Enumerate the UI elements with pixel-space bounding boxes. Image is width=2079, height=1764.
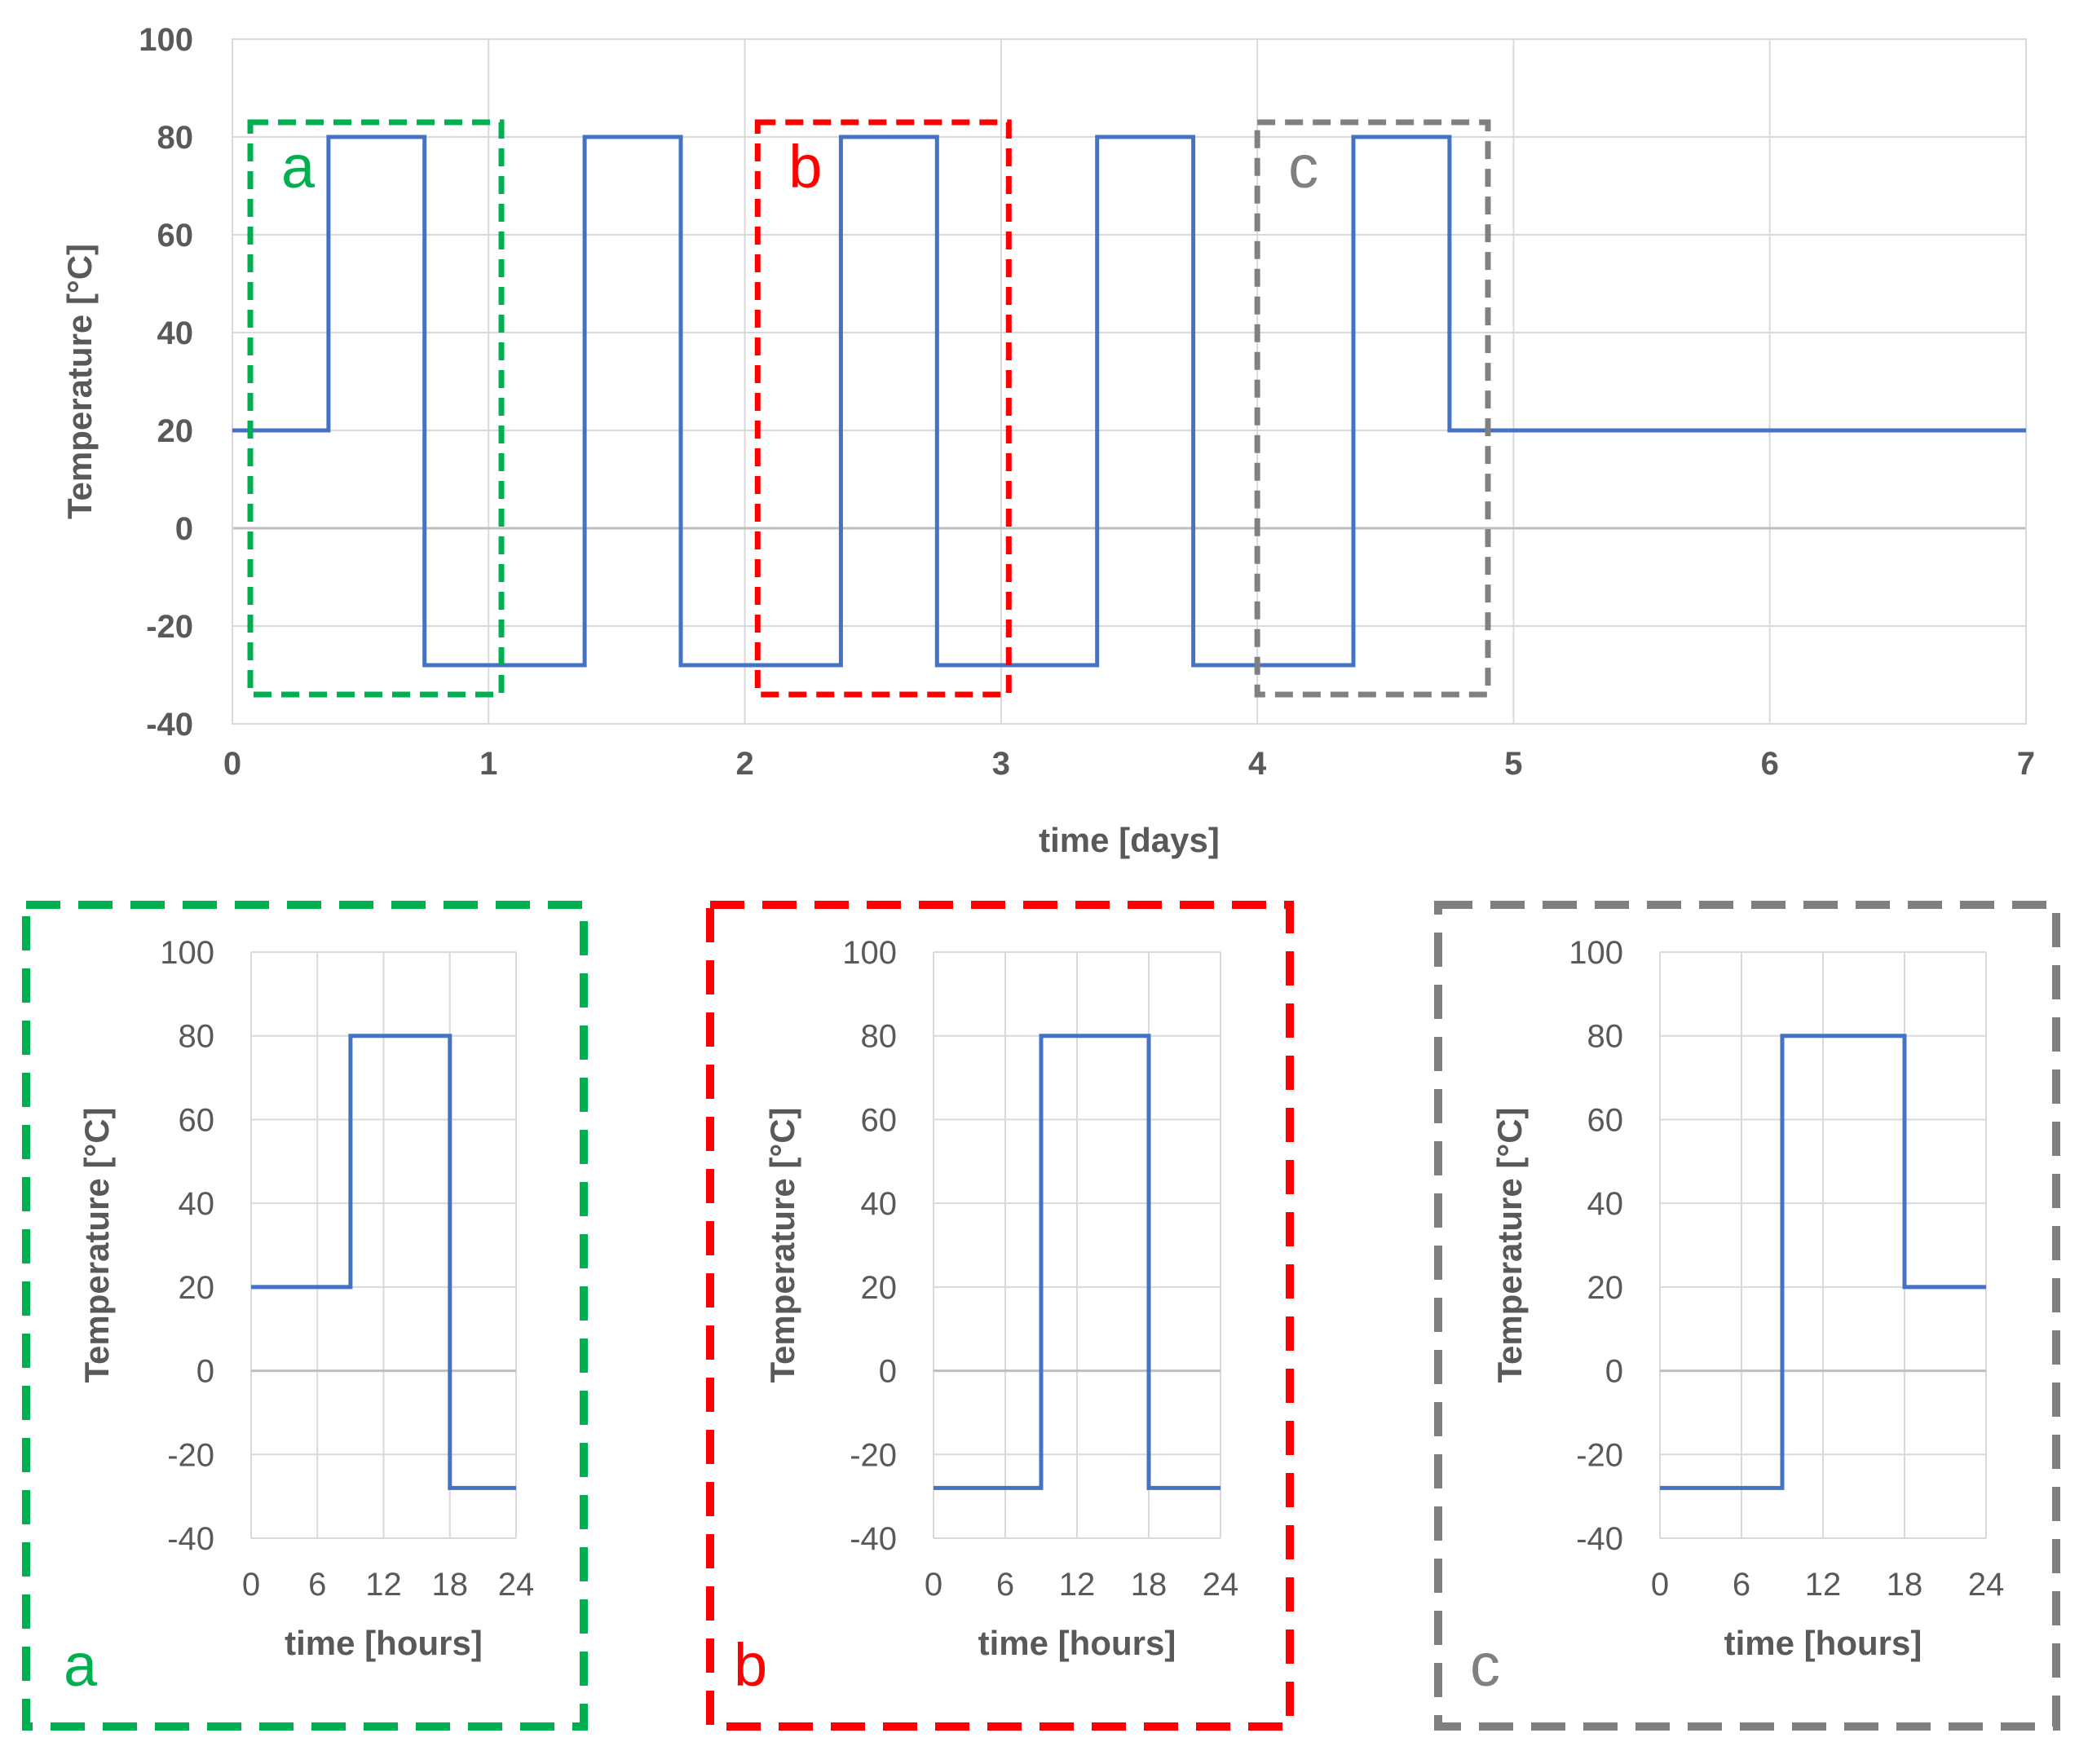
y-tick-label: 40	[1587, 1186, 1624, 1222]
panel-frame-c	[1434, 901, 2060, 1731]
x-tick-label: 0	[925, 1567, 942, 1603]
y-tick-label: -40	[167, 1521, 214, 1557]
y-axis-title: Temperature [°C]	[60, 244, 99, 519]
x-axis-title: time [days]	[1039, 821, 1220, 859]
y-tick-label: -40	[146, 707, 193, 743]
y-tick-label: 60	[179, 1102, 215, 1138]
highlight-box-c	[1254, 119, 1491, 698]
x-tick-label: 2	[735, 746, 753, 782]
x-tick-label: 12	[1805, 1567, 1842, 1603]
x-tick-label: 5	[1504, 746, 1522, 782]
x-tick-label: 3	[992, 746, 1010, 782]
y-tick-label: 80	[1587, 1019, 1624, 1055]
highlight-label-b: b	[788, 133, 822, 201]
y-tick-label: 80	[179, 1019, 215, 1055]
y-tick-label: -20	[167, 1437, 214, 1473]
y-tick-label: 0	[1605, 1354, 1623, 1390]
y-tick-label: 100	[1569, 935, 1623, 971]
chart-a: 0 6 12 18 24 -40 -20 0 20 40 60 80 100 time [hours] Te…	[22, 901, 588, 1731]
x-tick-label: 24	[498, 1567, 535, 1603]
y-tick-label: 40	[157, 315, 194, 351]
y-tick-label: 20	[179, 1270, 215, 1306]
panel-frame-b	[706, 901, 1294, 1731]
panel-letter-c: c	[1470, 1631, 1500, 1699]
y-tick-label: 100	[160, 935, 214, 971]
y-tick-label: 40	[861, 1186, 898, 1222]
y-tick-label: 40	[179, 1186, 215, 1222]
x-tick-label: 18	[1887, 1567, 1923, 1603]
x-axis-title: time [hours]	[285, 1624, 483, 1662]
x-tick-label: 12	[1059, 1567, 1096, 1603]
x-tick-label: 4	[1248, 746, 1267, 782]
x-tick-label: 1	[479, 746, 497, 782]
x-tick-label: 6	[996, 1567, 1014, 1603]
x-tick-label: 12	[365, 1567, 402, 1603]
series-line	[1660, 1034, 1986, 1490]
plot-area	[232, 38, 2027, 725]
x-tick-label: 24	[1968, 1567, 2005, 1603]
series-line	[251, 1034, 516, 1490]
y-tick-label: -20	[146, 609, 193, 645]
y-tick-label: 20	[1587, 1270, 1624, 1306]
y-tick-label: 100	[139, 22, 193, 58]
y-tick-label: -40	[1576, 1521, 1623, 1557]
y-tick-label: 100	[842, 935, 897, 971]
x-tick-label: 0	[242, 1567, 260, 1603]
x-tick-label: 6	[1732, 1567, 1750, 1603]
y-tick-label: -20	[1576, 1437, 1623, 1473]
x-tick-label: 18	[1131, 1567, 1168, 1603]
chart-b: 0 6 12 18 24 -40 -20 0 20 40 60 80 100 time [hours] Te…	[706, 901, 1294, 1731]
y-tick-label: 0	[879, 1354, 897, 1390]
x-axis-title: time [hours]	[978, 1624, 1176, 1662]
y-tick-label: 0	[175, 511, 193, 547]
y-tick-label: 80	[157, 120, 194, 156]
x-axis-title: time [hours]	[1724, 1624, 1922, 1662]
y-tick-label: 0	[196, 1354, 214, 1390]
chart-c: 0 6 12 18 24 -40 -20 0 20 40 60 80 100 time [hours] Te…	[1434, 901, 2060, 1731]
y-axis-title: Temperature [°C]	[763, 1107, 801, 1383]
x-tick-label: 6	[308, 1567, 326, 1603]
panel-letter-b: b	[734, 1631, 767, 1699]
y-tick-label: 80	[861, 1019, 898, 1055]
y-axis-title: Temperature [°C]	[1490, 1107, 1529, 1383]
series-line	[934, 1034, 1220, 1490]
x-tick-label: 24	[1203, 1567, 1239, 1603]
y-tick-label: -40	[850, 1521, 897, 1557]
y-tick-label: 60	[861, 1102, 898, 1138]
highlight-label-a: a	[281, 133, 316, 201]
y-tick-label: 60	[1587, 1102, 1624, 1138]
highlight-box-b	[754, 119, 1012, 698]
x-tick-label: 0	[1651, 1567, 1669, 1603]
panel-frame-a	[22, 901, 588, 1731]
highlight-label-c: c	[1288, 133, 1318, 201]
y-tick-label: 60	[157, 218, 194, 254]
x-tick-label: 0	[223, 746, 241, 782]
chart-main: 0 1 2 3 4 5 6 7 -40 -20 0 20 40 60 80 100 time [days] Tem…	[60, 22, 2035, 859]
x-tick-label: 18	[432, 1567, 469, 1603]
series-line	[232, 135, 2026, 668]
y-tick-label: 20	[157, 413, 194, 449]
y-axis-title: Temperature [°C]	[77, 1107, 116, 1383]
y-tick-label: 20	[861, 1270, 898, 1306]
highlight-box-a	[247, 119, 505, 698]
x-tick-label: 6	[1761, 746, 1779, 782]
y-tick-label: -20	[850, 1437, 897, 1473]
panel-letter-a: a	[64, 1631, 98, 1699]
x-tick-label: 7	[2017, 746, 2035, 782]
